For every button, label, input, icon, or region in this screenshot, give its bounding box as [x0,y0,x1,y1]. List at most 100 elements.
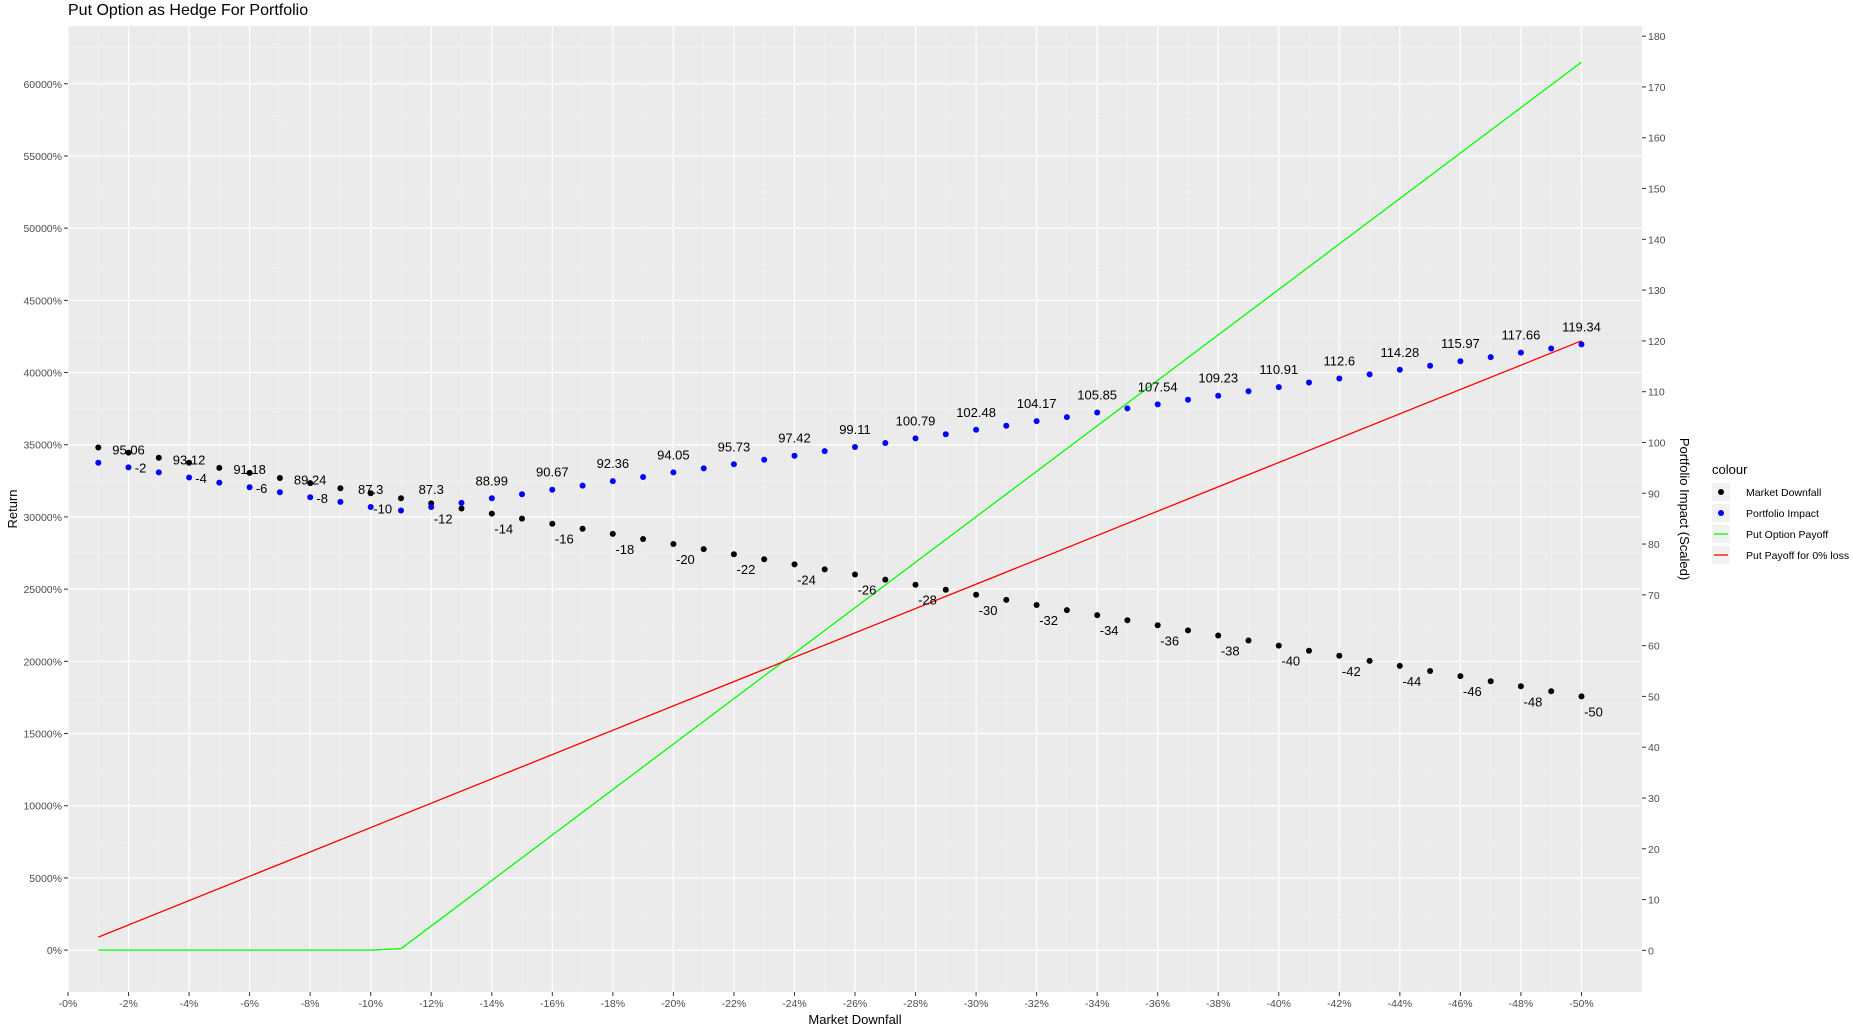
portfolio-impact-data-label: 104.17 [1017,396,1057,411]
portfolio-impact-data-label: 112.6 [1324,353,1356,368]
portfolio-impact-point [1124,405,1131,412]
portfolio-impact-legend-label: Portfolio Impact [1746,508,1819,520]
market-downfall-point [1366,657,1373,664]
x-tick-label: -44% [1388,998,1413,1010]
market-downfall-point [549,520,556,527]
portfolio-impact-data-label: 107.54 [1138,379,1178,394]
portfolio-impact-point [579,482,586,489]
portfolio-impact-point [1003,422,1010,429]
market-downfall-data-label: -22 [737,562,756,577]
market-downfall-data-label: -38 [1221,643,1240,658]
portfolio-impact-point [1275,384,1282,391]
market-downfall-point [398,495,404,502]
market-downfall-point [1245,637,1252,644]
market-downfall-data-label: -20 [676,552,695,567]
portfolio-impact-point [276,489,283,496]
portfolio-impact-point [730,461,737,468]
portfolio-impact-data-label: 95.06 [112,442,145,457]
x-axis-title: Market Downfall [808,1012,901,1027]
portfolio-impact-point [549,486,556,493]
market-downfall-point [1063,607,1070,614]
x-tick-label: -14% [480,998,505,1010]
market-downfall-point [882,576,889,583]
portfolio-impact-point [186,474,193,481]
portfolio-impact-point [1215,392,1222,399]
y2-tick-label: 120 [1648,336,1666,348]
portfolio-impact-point [155,469,162,476]
y-tick-label: 5000% [29,873,62,885]
portfolio-impact-data-label: 105.85 [1077,388,1117,403]
market-downfall-data-label: -40 [1281,654,1300,669]
market-downfall-data-label: -6 [256,481,268,496]
x-tick-label: -6% [240,998,259,1010]
y2-tick-label: 40 [1648,742,1660,754]
market-downfall-data-label: -34 [1100,623,1119,638]
x-tick-label: -24% [782,998,807,1010]
portfolio-impact-point [973,426,980,433]
market-downfall-point [1185,627,1191,634]
x-tick-label: -26% [843,998,868,1010]
market-downfall-data-label: -32 [1039,613,1058,628]
market-downfall-point [912,581,919,588]
portfolio-impact-data-label: 94.05 [657,447,690,462]
market-downfall-data-label: -28 [918,593,937,608]
portfolio-impact-data-label: 115.97 [1441,336,1480,351]
market-downfall-point [125,449,132,456]
portfolio-impact-point [852,444,858,450]
portfolio-impact-legend-point [1718,510,1724,516]
market-downfall-point [1275,642,1282,649]
portfolio-impact-point [1245,388,1252,395]
y2-tick-label: 10 [1648,895,1660,907]
portfolio-impact-point [1487,354,1494,361]
market-downfall-data-label: -2 [135,461,147,476]
x-tick-label: -4% [180,998,199,1010]
portfolio-impact-point [1457,358,1464,365]
market-downfall-point [307,480,314,487]
portfolio-impact-point [488,495,495,502]
y2-tick-label: 30 [1648,793,1660,805]
y-tick-label: 20000% [23,656,62,668]
market-downfall-data-label: -42 [1342,664,1361,679]
market-downfall-point [1427,668,1434,674]
portfolio-impact-point [428,504,435,510]
x-tick-label: -18% [601,998,626,1010]
market-downfall-legend-label: Market Downfall [1746,487,1821,499]
portfolio-impact-data-label: 119.34 [1562,319,1601,334]
portfolio-impact-point [307,494,314,501]
market-downfall-point [458,505,465,512]
data-labels: -2 -4 -6 -8 -10 -12 -14 -16 -18 -20 -22 -24 -26 -28 -3… [112,319,1603,719]
x-tick-label: -0% [59,998,78,1010]
x-tick-label: -28% [903,998,928,1010]
market-downfall-point [155,454,162,461]
y-tick-label: 40000% [23,368,62,380]
portfolio-impact-point [95,459,102,466]
y-tick-label: 10000% [23,801,62,813]
market-downfall-point [1578,693,1585,700]
put-option-payoff-legend-label: Put Option Payoff [1746,529,1828,541]
market-downfall-point [367,490,374,497]
portfolio-impact-point [1396,366,1403,373]
y2-axis-title: Portfolio Impact (Scaled) [1677,438,1692,580]
portfolio-impact-data-label: 89.24 [294,472,327,487]
x-tick-label: -50% [1569,998,1594,1010]
y-tick-label: 55000% [23,151,62,163]
y-tick-label: 45000% [23,295,62,307]
y2-tick-label: 130 [1648,285,1666,297]
market-downfall-point [791,561,798,568]
y-tick-label: 50000% [23,223,62,235]
grid-major [67,26,1642,992]
y2-tick-label: 170 [1648,82,1666,94]
market-downfall-point [1487,678,1494,685]
x-tick-label: -40% [1267,998,1292,1010]
market-downfall-data-label: -44 [1402,674,1421,689]
market-downfall-data-label: -36 [1160,633,1179,648]
market-downfall-point [246,469,253,476]
market-downfall-point [1548,688,1555,695]
series-layer [95,61,1585,951]
market-downfall-point [1306,647,1312,654]
market-downfall-point [519,515,525,522]
y2-tick-label: 70 [1648,590,1660,602]
portfolio-impact-point [1578,341,1585,348]
x-tick-label: -34% [1085,998,1110,1010]
market-downfall-point [640,536,647,542]
